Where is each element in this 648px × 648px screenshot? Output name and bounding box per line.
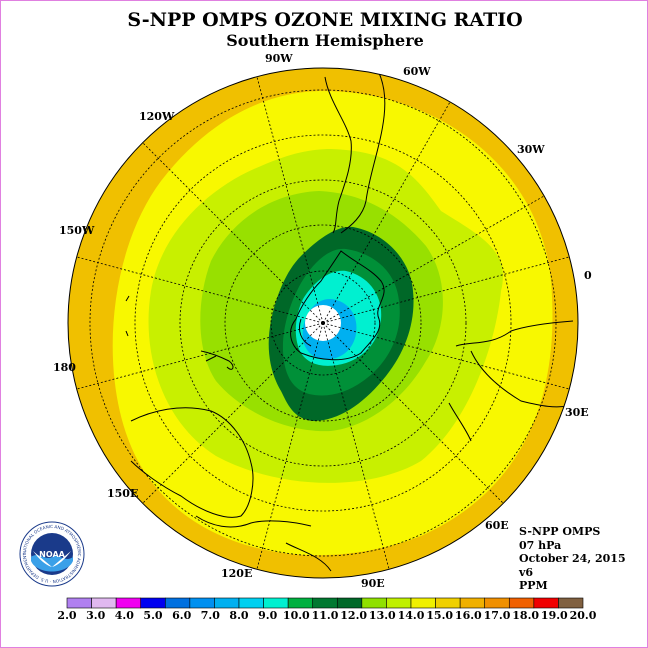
colorbar-box bbox=[287, 597, 314, 609]
colorbar-label: 13.0 bbox=[369, 609, 396, 622]
info-level: 07 hPa bbox=[519, 538, 562, 552]
colorbar-label: 5.0 bbox=[143, 609, 162, 622]
colorbar-box bbox=[336, 597, 363, 609]
colorbar-labels: 2.0 3.0 4.0 5.0 6.0 7.0 8.0 9.0 10.0 11.0 12.0 13.0… bbox=[57, 609, 596, 622]
info-date: October 24, 2015 bbox=[519, 552, 626, 565]
lon-label-90e: 90E bbox=[361, 577, 385, 590]
colorbar-label: 20.0 bbox=[570, 609, 597, 622]
map-subtitle: Southern Hemisphere bbox=[226, 31, 424, 50]
lon-label-150w: 150W bbox=[59, 224, 95, 237]
coast-indonesia bbox=[195, 515, 312, 528]
colorbar-boxes bbox=[66, 597, 584, 609]
coastlines bbox=[125, 72, 574, 572]
lon-label-180: 180 bbox=[53, 361, 76, 374]
colorbar-box bbox=[361, 597, 387, 609]
colorbar-label: 19.0 bbox=[541, 609, 568, 622]
colorbar-label: 6.0 bbox=[172, 609, 191, 622]
lon-label-90w: 90W bbox=[265, 52, 293, 65]
colorbar-label: 14.0 bbox=[398, 609, 425, 622]
colorbar-label: 17.0 bbox=[484, 609, 511, 622]
colorbar-label: 11.0 bbox=[312, 609, 339, 622]
latitude-circles bbox=[89, 89, 557, 557]
colorbar-box bbox=[91, 597, 117, 609]
lon-label-60e: 60E bbox=[485, 519, 509, 532]
colorbar-label: 15.0 bbox=[426, 609, 453, 622]
colorbar-box bbox=[238, 597, 264, 609]
longitude-labels: 90W 60W 30W 0 30E 60E 90E 120E 150E 180 … bbox=[53, 52, 592, 590]
colorbar-box bbox=[386, 597, 412, 609]
colorbar-label: 16.0 bbox=[455, 609, 482, 622]
coast-southeast-asia bbox=[285, 542, 332, 572]
lon-label-60w: 60W bbox=[403, 65, 431, 78]
lon-label-120w: 120W bbox=[139, 110, 175, 123]
colorbar-box bbox=[189, 597, 215, 609]
colorbar-box bbox=[435, 597, 461, 609]
lon-label-0: 0 bbox=[584, 269, 592, 282]
coast-south-america-west bbox=[324, 76, 352, 234]
colorbar-label: 2.0 bbox=[57, 609, 76, 622]
colorbar-box bbox=[508, 597, 535, 609]
colorbar-box bbox=[214, 597, 240, 609]
colorbar-label: 9.0 bbox=[258, 609, 277, 622]
colorbar-label: 10.0 bbox=[283, 609, 310, 622]
info-version: v6 bbox=[519, 565, 534, 579]
colorbar-label: 18.0 bbox=[512, 609, 539, 622]
meridians bbox=[76, 76, 570, 570]
colorbar-box bbox=[484, 597, 510, 609]
colorbar-label: 3.0 bbox=[86, 609, 105, 622]
product-info: S-NPP OMPS 07 hPa October 24, 2015 v6 PP… bbox=[519, 525, 626, 593]
coast-new-zealand bbox=[200, 350, 234, 370]
coast-antarctica bbox=[290, 250, 385, 361]
coast-south-africa bbox=[455, 320, 574, 408]
colorbar-label: 4.0 bbox=[115, 609, 134, 622]
colorbar-box bbox=[410, 597, 436, 609]
coast-south-america-east bbox=[340, 72, 386, 234]
info-units: PPM bbox=[519, 579, 548, 592]
noaa-logo: NATIONAL OCEANIC AND ATMOSPHERIC ADMINIS… bbox=[19, 521, 85, 587]
coast-pacific-islands bbox=[125, 295, 130, 337]
colorbar-box bbox=[558, 597, 584, 609]
map-border bbox=[67, 67, 579, 579]
coast-antarctic-peninsula-detail bbox=[298, 318, 312, 347]
colorbar-box bbox=[164, 597, 191, 609]
south-pole-marker bbox=[321, 321, 325, 325]
noaa-logo-text: NOAA bbox=[39, 550, 65, 559]
coast-madagascar bbox=[448, 402, 472, 442]
info-instrument: S-NPP OMPS bbox=[519, 525, 601, 538]
colorbar-box bbox=[263, 597, 289, 609]
colorbar-box bbox=[312, 597, 338, 609]
lon-label-150e: 150E bbox=[107, 487, 138, 500]
colorbar-box bbox=[533, 597, 559, 609]
lon-label-30e: 30E bbox=[565, 406, 589, 419]
lon-label-30w: 30W bbox=[517, 143, 545, 156]
colorbar-box bbox=[459, 597, 486, 609]
colorbar-box bbox=[140, 597, 166, 609]
colorbar-box bbox=[66, 597, 92, 609]
colorbar-label: 12.0 bbox=[340, 609, 367, 622]
colorbar-label: 7.0 bbox=[201, 609, 220, 622]
lon-label-120e: 120E bbox=[221, 567, 252, 580]
colorbar-label: 8.0 bbox=[229, 609, 248, 622]
map-title: S-NPP OMPS OZONE MIXING RATIO bbox=[127, 9, 523, 31]
coast-australia bbox=[130, 407, 254, 518]
colorbar-box bbox=[115, 597, 142, 609]
